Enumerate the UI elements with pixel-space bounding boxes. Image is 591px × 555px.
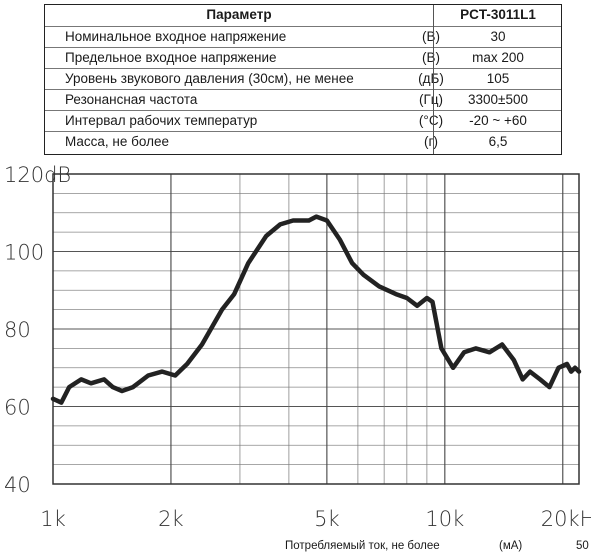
row-value: 105 (486, 71, 510, 86)
table-row: Номинальное входное напряжение (В) 30 (45, 26, 561, 46)
table-header-row: Параметр PCT-3011L1 (45, 5, 561, 25)
row-param: Масса, не более (65, 134, 169, 149)
x-tick-label: 2k (158, 507, 184, 531)
row-unit: (В) (422, 50, 440, 65)
y-tick-label: 100 (4, 241, 44, 265)
footer-unit: (мА) (499, 540, 523, 552)
row-unit: (Гц) (418, 92, 444, 107)
row-value: 3300±500 (468, 92, 528, 107)
row-value: -20 ~ +60 (469, 113, 527, 128)
y-tick-label: 80 (4, 318, 31, 342)
row-unit: (°С) (418, 113, 444, 128)
table-row: Резонансная частота (Гц) 3300±500 (45, 89, 561, 109)
header-param: Параметр (206, 7, 272, 22)
footer-label: Потребляемый ток, не более (285, 540, 440, 552)
plot-frame (52, 173, 580, 485)
y-tick-label: 60 (4, 396, 31, 420)
table-row: Масса, не более (г) 6,5 (45, 131, 561, 151)
row-value: 30 (490, 29, 506, 44)
row-param: Интервал рабочих температур (65, 113, 258, 128)
table-row: Предельное входное напряжение (В) max 20… (45, 47, 561, 67)
row-param: Уровень звукового давления (30см), не ме… (65, 71, 354, 86)
x-tick-label: 20kHz (541, 507, 591, 531)
table-row: Интервал рабочих температур (°С) -20 ~ +… (45, 110, 561, 130)
row-unit: (В) (422, 29, 440, 44)
response-curve (50, 214, 582, 405)
row-value: 6,5 (488, 134, 508, 149)
x-tick-label: 1k (40, 507, 66, 531)
table-row: Уровень звукового давления (30см), не ме… (45, 68, 561, 88)
header-model: PCT-3011L1 (460, 7, 536, 22)
row-param: Предельное входное напряжение (65, 50, 277, 65)
chart-grid (53, 174, 579, 484)
row-value: max 200 (472, 50, 524, 65)
x-tick-label: 5k (314, 507, 340, 531)
row-param: Резонансная частота (65, 92, 198, 107)
row-param: Номинальное входное напряжение (65, 29, 287, 44)
series-layer (50, 214, 582, 405)
y-tick-label: 40 (4, 473, 31, 497)
x-tick-label: 10k (425, 507, 464, 531)
tick-labels: 120dB 100 80 60 40 1k 2k 5k 10k 20kHz (4, 163, 591, 531)
table-column-divider (433, 5, 434, 154)
y-tick-label: 120dB (4, 163, 71, 187)
footer-value: 50 (576, 540, 589, 552)
frequency-response-chart: 120dB 100 80 60 40 1k 2k 5k 10k 20kHz (4, 163, 591, 531)
row-unit: (г) (424, 134, 438, 149)
spec-table: Параметр PCT-3011L1 Номинальное входное … (44, 4, 562, 155)
row-unit: (дБ) (418, 71, 444, 86)
